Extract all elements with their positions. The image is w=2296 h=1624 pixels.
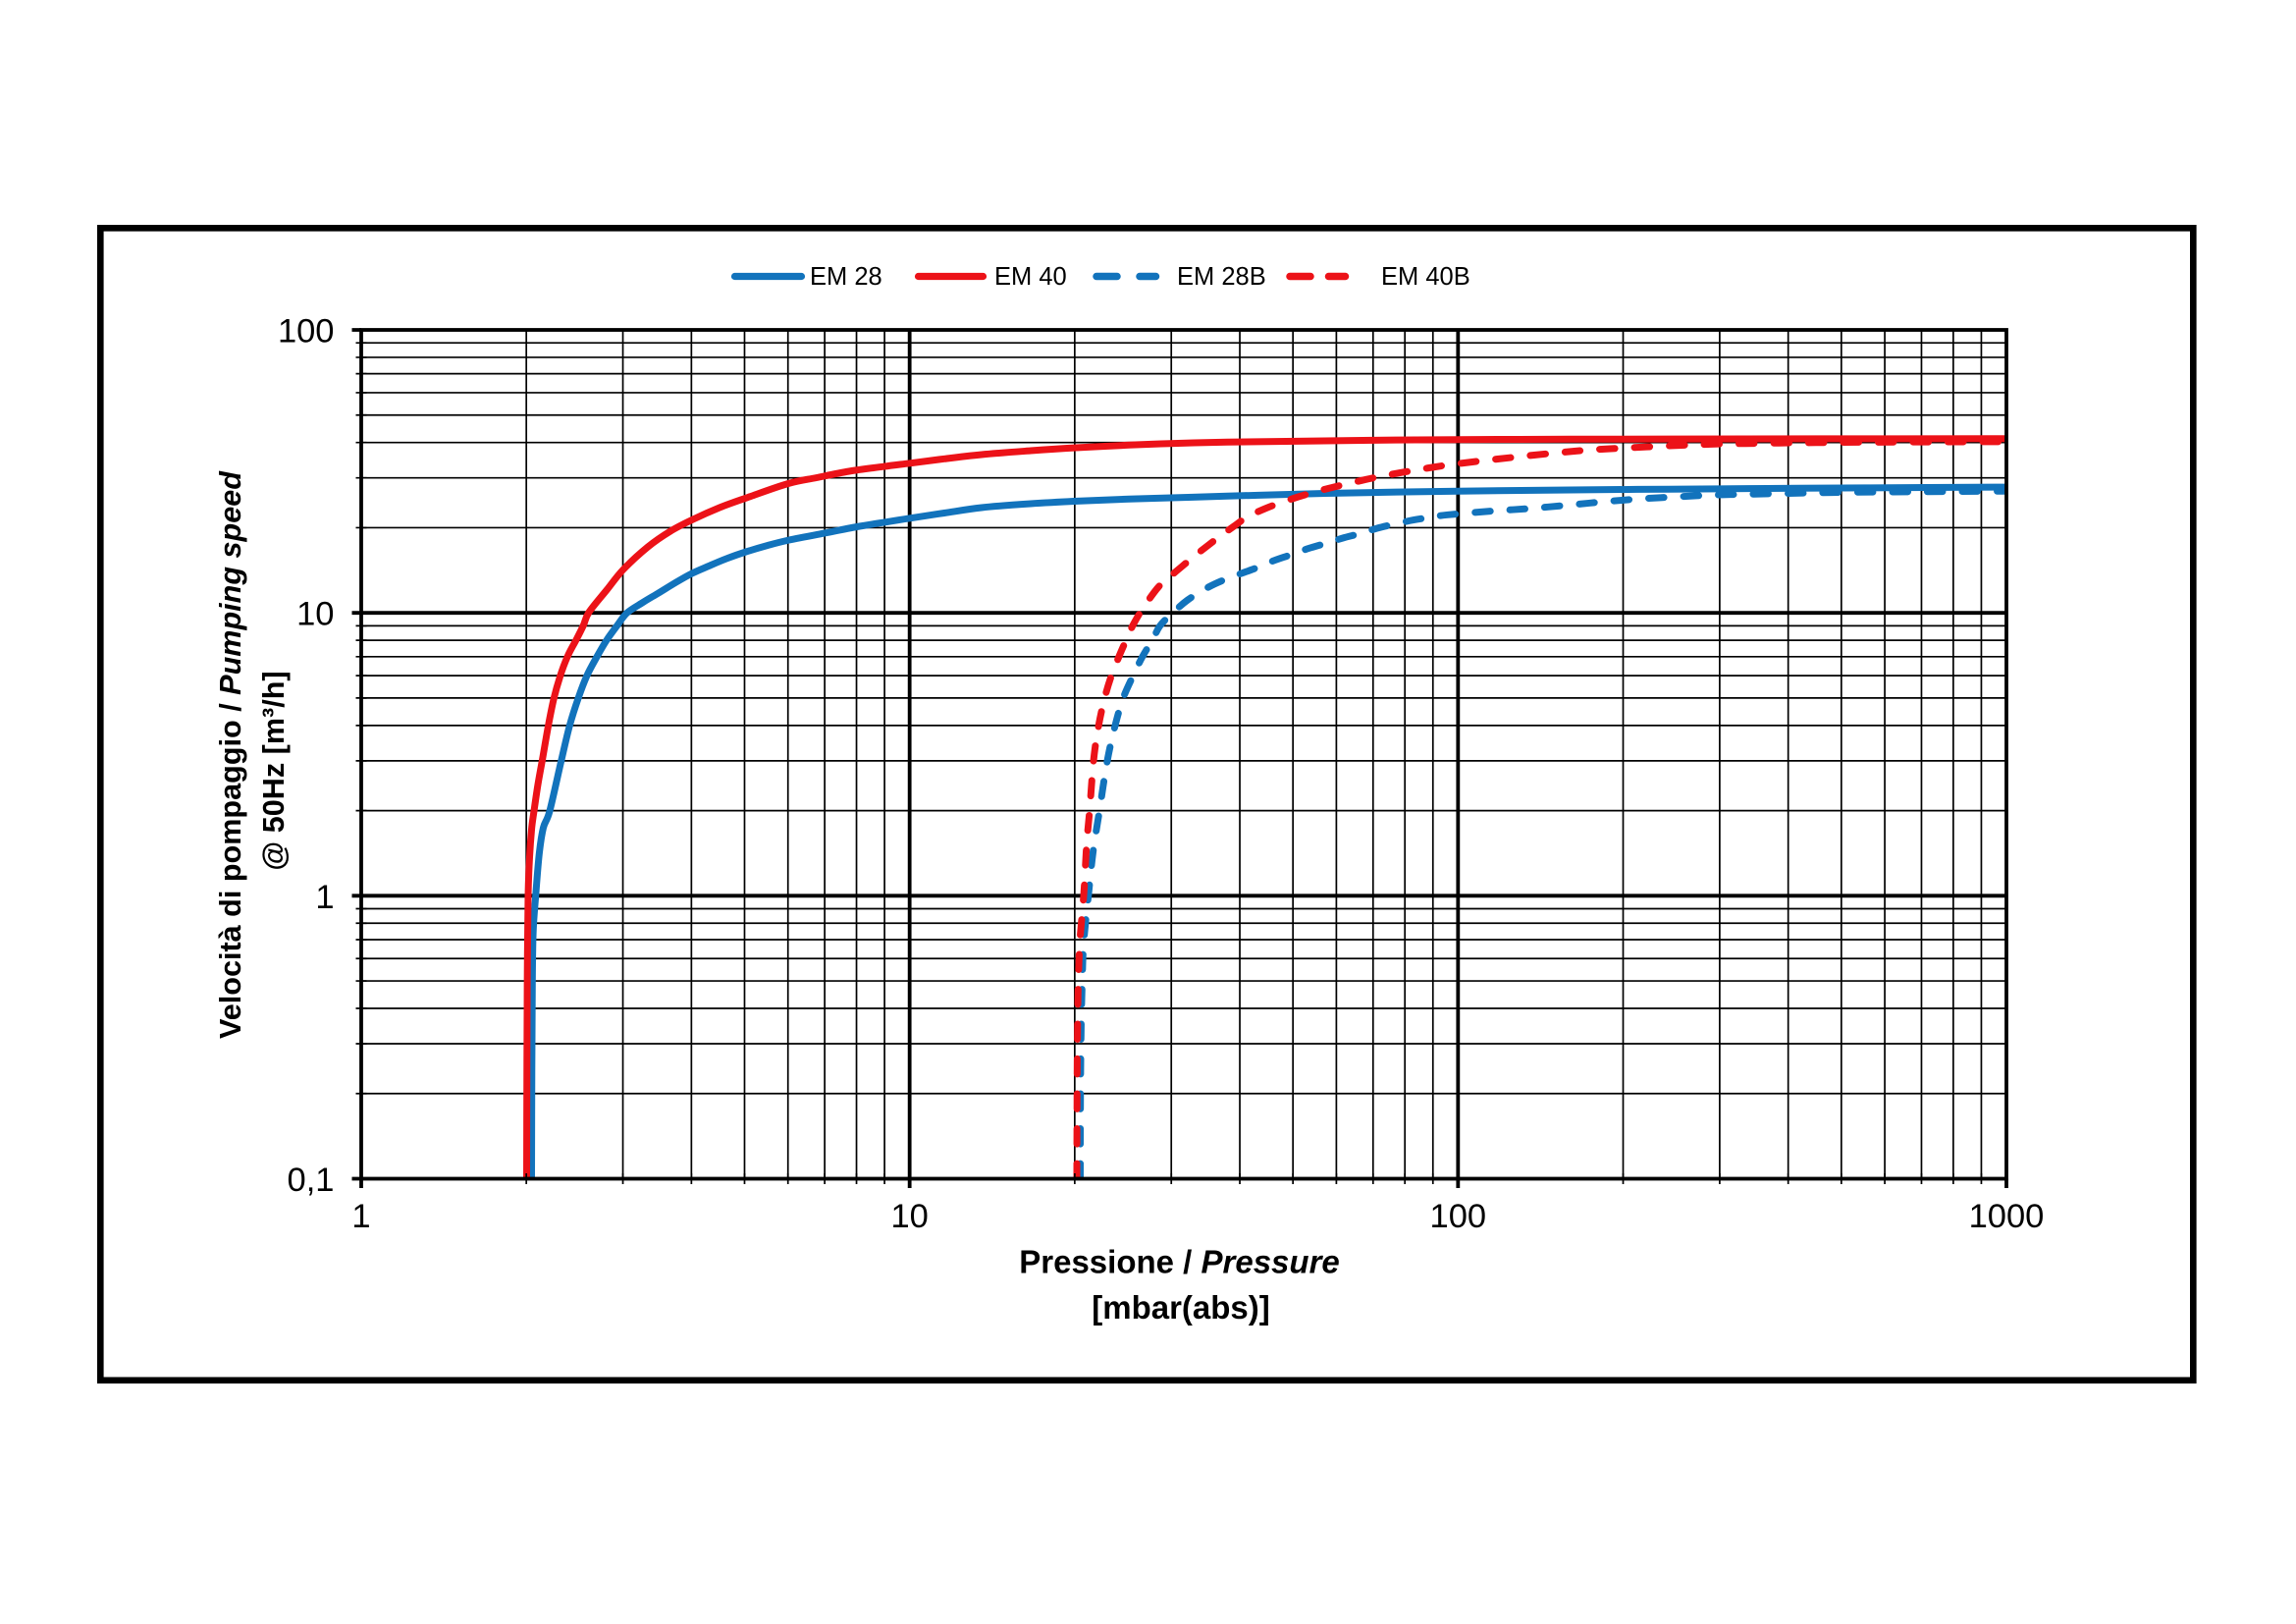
svg-text:EM 28: EM 28 xyxy=(810,263,882,291)
svg-text:Velocità di pompaggio / Pumpin: Velocità di pompaggio / Pumping speed xyxy=(214,470,247,1039)
svg-text:1: 1 xyxy=(315,879,334,916)
svg-text:EM 40B: EM 40B xyxy=(1381,263,1470,291)
svg-text:EM 28B: EM 28B xyxy=(1177,263,1266,291)
svg-text:0,1: 0,1 xyxy=(288,1162,335,1199)
svg-text:100: 100 xyxy=(278,313,335,351)
svg-text:100: 100 xyxy=(1430,1198,1487,1235)
svg-text:Pressione / Pressure: Pressione / Pressure xyxy=(1019,1244,1340,1280)
svg-text:@ 50Hz [m³/h]: @ 50Hz [m³/h] xyxy=(257,671,291,870)
svg-text:EM 40: EM 40 xyxy=(994,263,1067,291)
svg-text:1: 1 xyxy=(351,1198,370,1235)
svg-text:10: 10 xyxy=(891,1198,929,1235)
svg-text:1000: 1000 xyxy=(1969,1198,2045,1235)
svg-text:10: 10 xyxy=(296,596,334,633)
svg-text:[mbar(abs)]: [mbar(abs)] xyxy=(1092,1289,1270,1326)
